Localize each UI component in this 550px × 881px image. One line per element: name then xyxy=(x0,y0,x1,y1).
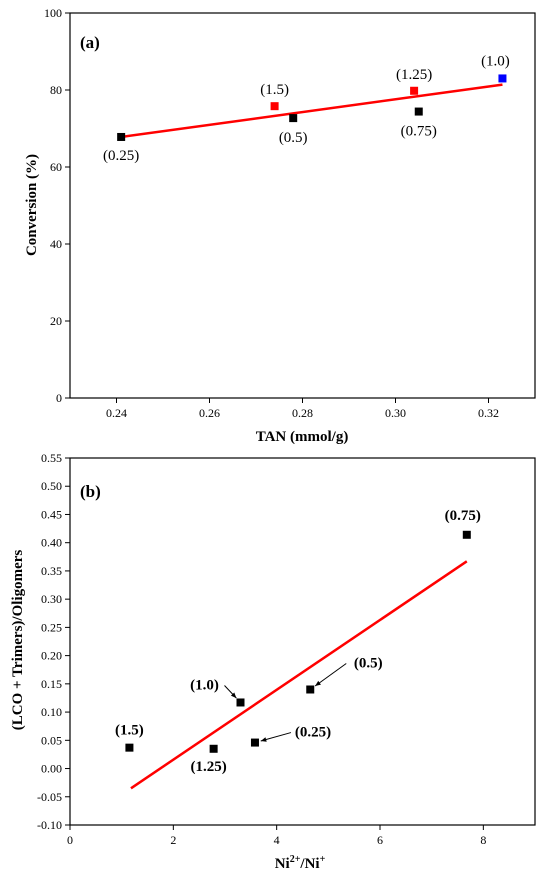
y-tick-label: 0.20 xyxy=(41,649,62,663)
x-axis-title-b-sup2: + xyxy=(320,854,326,865)
chart-panel-b: 0 2 4 6 8 -0.10 -0.05 0.00 0.05 0.10 0.15 0.20 0.25 0… xyxy=(10,451,536,872)
y-tick-label: 40 xyxy=(50,237,62,251)
data-point xyxy=(410,86,419,95)
fit-line xyxy=(130,560,468,790)
data-point xyxy=(289,114,298,123)
y-tick-label: 0.40 xyxy=(41,536,62,550)
y-tick-label: 0.05 xyxy=(41,733,62,747)
data-point xyxy=(125,743,134,752)
data-points-b xyxy=(125,530,471,753)
point-label: (0.5) xyxy=(354,655,383,671)
y-tick-label: 0.30 xyxy=(41,592,62,606)
plot-frame-a xyxy=(69,12,536,399)
panel-label-a: (a) xyxy=(80,33,100,52)
x-tick-label: 8 xyxy=(480,833,486,847)
y-tick-label: 0.45 xyxy=(41,507,62,521)
point-label: (1.25) xyxy=(396,67,432,83)
point-label: (1.0) xyxy=(481,53,510,69)
fit-line xyxy=(120,83,503,139)
point-label: (0.25) xyxy=(103,148,139,164)
y-tick-label: 0.25 xyxy=(41,620,62,634)
data-point xyxy=(209,744,218,753)
point-label: (1.25) xyxy=(191,759,227,775)
y-tick-label: 0.50 xyxy=(41,479,62,493)
label-arrowhead xyxy=(230,692,237,699)
data-point xyxy=(270,102,279,111)
data-point xyxy=(306,685,315,694)
axis-ticks-b: 0 2 4 6 8 -0.10 -0.05 0.00 0.05 0.10 0.15 0.20 0.25 0… xyxy=(37,451,486,847)
data-point xyxy=(462,530,471,539)
x-axis-title-b-sup1: 2+ xyxy=(290,854,301,865)
y-tick-label: -0.10 xyxy=(37,818,62,832)
data-point xyxy=(117,132,126,141)
data-point xyxy=(414,107,423,116)
x-axis-title-a: TAN (mmol/g) xyxy=(256,429,349,445)
x-axis-title-b-part2: /Ni xyxy=(299,856,319,872)
y-tick-label: 0.00 xyxy=(41,762,62,776)
fit-line-group-a xyxy=(120,83,503,139)
x-tick-label: 0.32 xyxy=(478,406,499,420)
x-axis-title-b-part1: Ni xyxy=(275,856,290,872)
point-label: (0.75) xyxy=(445,508,481,524)
point-labels-b: (1.5) (1.25) (1.0) (0.25) (0.5) (0.75) xyxy=(115,508,481,775)
y-tick-label: 0 xyxy=(56,391,62,405)
y-axis-title-b: (LCO + Trimers)/Oligomers xyxy=(10,550,26,731)
x-tick-label: 0.24 xyxy=(106,406,127,420)
x-tick-label: 6 xyxy=(377,833,383,847)
label-arrow xyxy=(314,663,347,687)
point-label: (1.5) xyxy=(115,723,144,739)
panel-label-b: (b) xyxy=(80,482,101,501)
data-point xyxy=(236,698,245,707)
label-arrowhead xyxy=(260,737,267,742)
y-tick-label: 0.55 xyxy=(41,451,62,465)
y-tick-label: 0.15 xyxy=(41,677,62,691)
point-label: (1.0) xyxy=(190,677,219,693)
x-axis-title-b: Ni2+/Ni+ xyxy=(275,854,326,872)
x-tick-label: 0.28 xyxy=(292,406,313,420)
y-tick-label: 20 xyxy=(50,314,62,328)
data-points-a xyxy=(117,74,507,141)
y-tick-label: 80 xyxy=(50,83,62,97)
y-tick-label: 60 xyxy=(50,160,62,174)
x-tick-label: 0.26 xyxy=(199,406,220,420)
x-tick-label: 2 xyxy=(170,833,176,847)
plot-frame-b xyxy=(69,457,536,826)
x-tick-label: 0.30 xyxy=(385,406,406,420)
axis-ticks-a: 0.24 0.26 0.28 0.30 0.32 0 20 40 60 80 100 xyxy=(44,6,499,420)
y-tick-label: 0.10 xyxy=(41,705,62,719)
point-label: (0.5) xyxy=(279,130,308,146)
point-labels-a: (0.25) (1.5) (0.5) (1.25) (0.75) (1.0) xyxy=(103,53,510,164)
y-tick-label: 100 xyxy=(44,6,62,20)
point-label: (0.75) xyxy=(401,124,437,140)
point-label: (0.25) xyxy=(295,725,331,741)
point-label: (1.5) xyxy=(260,82,289,98)
x-tick-label: 4 xyxy=(274,833,280,847)
label-arrowhead xyxy=(315,680,321,686)
data-point xyxy=(250,738,259,747)
y-tick-label: 0.35 xyxy=(41,564,62,578)
y-axis-title-a: Conversion (%) xyxy=(24,154,40,256)
fit-line-group-b xyxy=(130,560,468,790)
x-tick-label: 0 xyxy=(67,833,73,847)
data-point xyxy=(498,74,507,83)
y-tick-label: -0.05 xyxy=(37,790,62,804)
